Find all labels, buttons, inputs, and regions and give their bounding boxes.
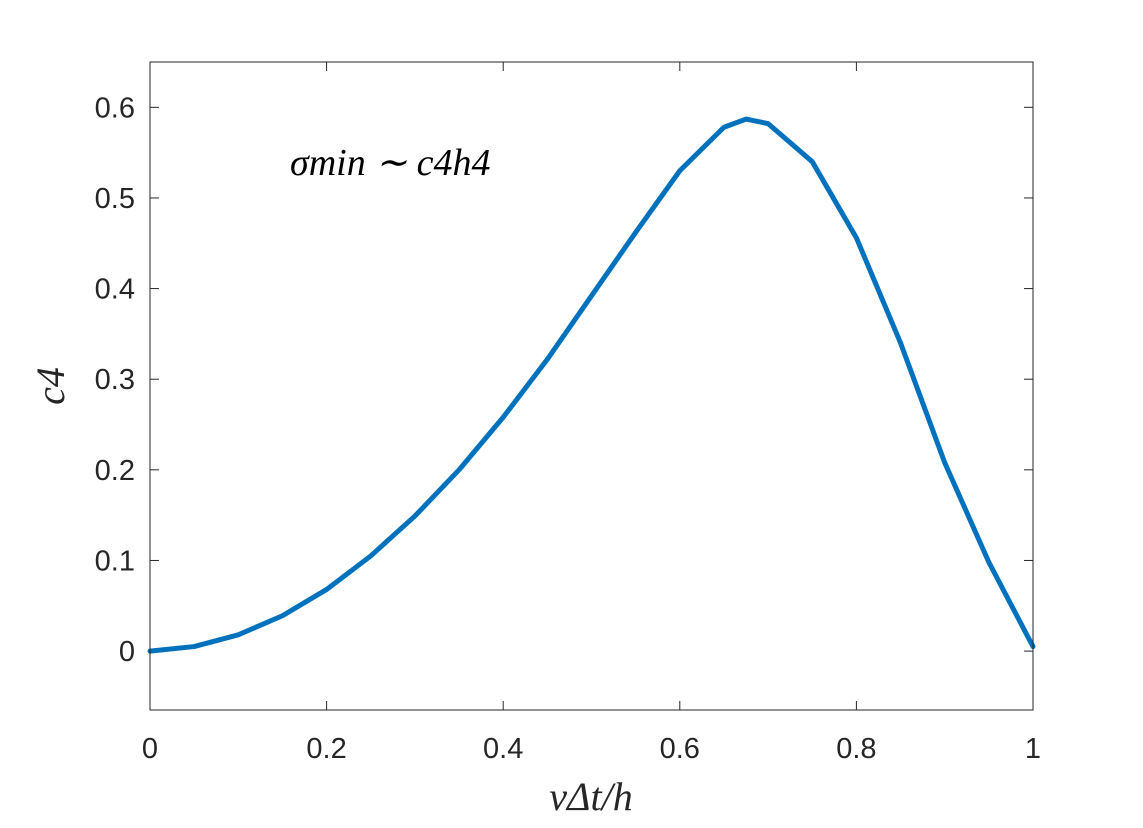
x-tick-label: 0.4: [483, 733, 523, 765]
axes-box: [149, 61, 1034, 711]
x-axis-label: vΔt/h: [549, 774, 632, 819]
y-tick-label: 0.3: [95, 364, 135, 396]
y-tick-label: 0.1: [95, 545, 135, 577]
chart-annotation: σmin ∼ c4h4: [290, 142, 490, 184]
y-axis-label: c4: [28, 367, 73, 405]
y-tick-label: 0.2: [95, 455, 135, 487]
x-tick-label: 1: [1025, 733, 1041, 765]
plot-area: [150, 62, 1033, 710]
y-tick-label: 0.4: [95, 274, 135, 306]
x-tick-label: 0: [142, 733, 158, 765]
series-line: [147, 116, 1036, 654]
y-tick-label: 0: [119, 636, 135, 668]
x-tick-label: 0.6: [660, 733, 700, 765]
x-axis-tick-labels: 0 0.2 0.4 0.6 0.8 1: [142, 733, 1041, 765]
y-tick-label: 0.6: [95, 92, 135, 124]
x-tick-label: 0.2: [306, 733, 346, 765]
y-axis-tick-labels: 0 0.1 0.2 0.3 0.4 0.5 0.6: [95, 92, 135, 668]
x-tick-label: 0.8: [836, 733, 876, 765]
y-tick-label: 0.5: [95, 183, 135, 215]
